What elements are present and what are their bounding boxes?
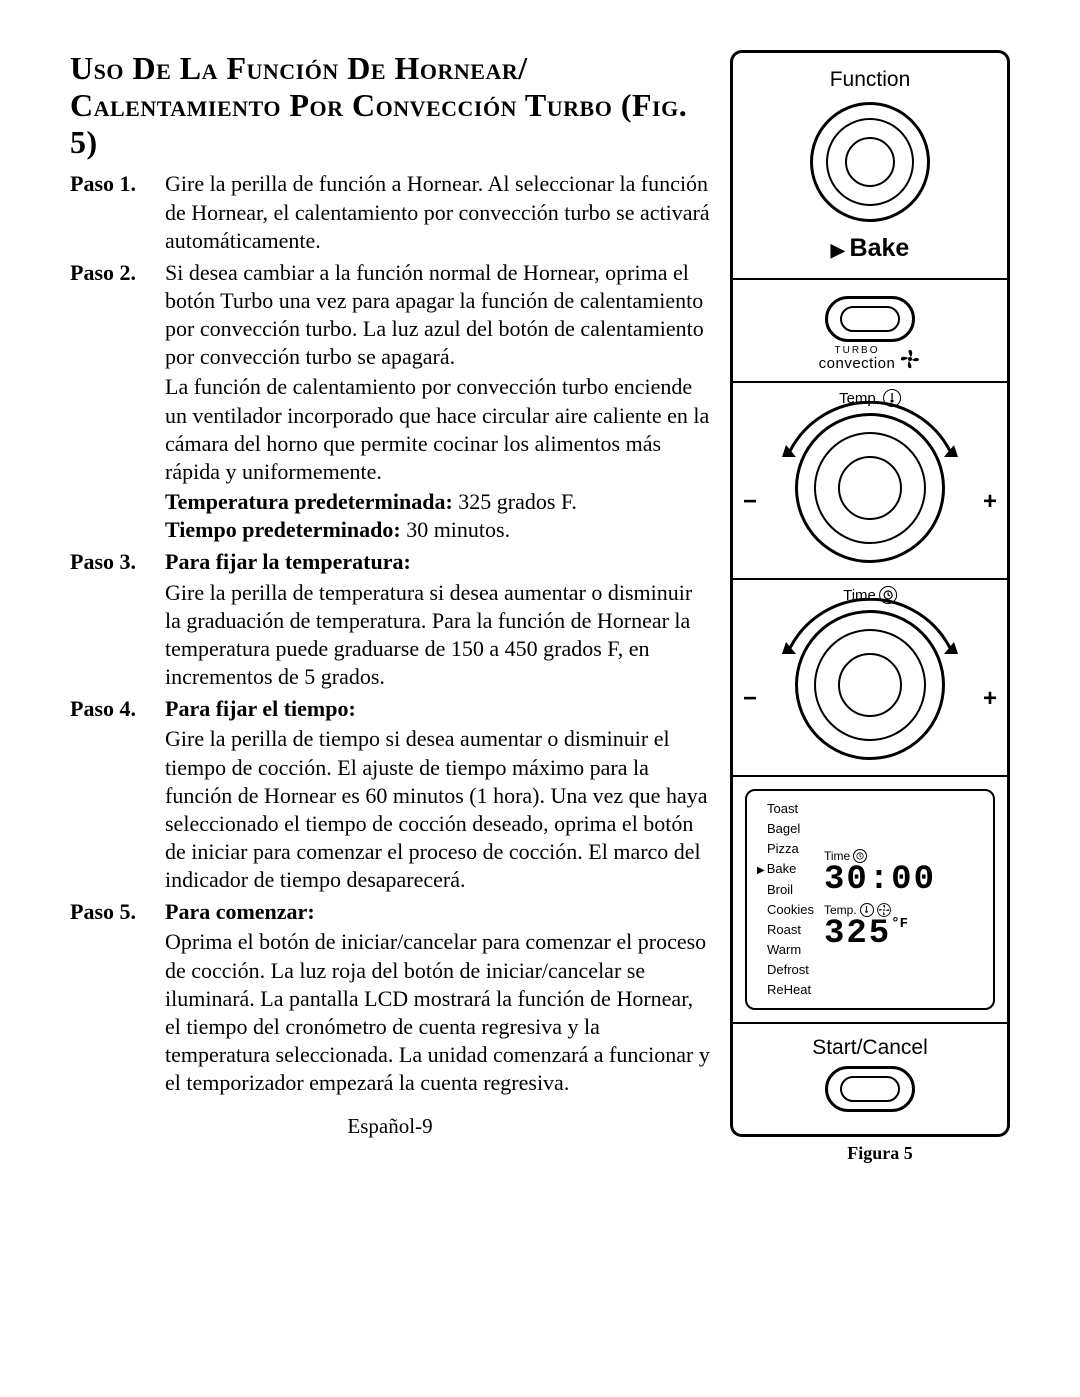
- lcd-menu-item: Toast: [757, 799, 814, 819]
- step-5-body: Oprima el botón de iniciar/cancelar para…: [165, 928, 710, 1097]
- time-knob[interactable]: [795, 610, 945, 760]
- lcd-display: ToastBagelPizzaBakeBroilCookiesRoastWarm…: [745, 789, 995, 1010]
- lcd-menu-item: Warm: [757, 940, 814, 960]
- lcd-menu-item: Pizza: [757, 839, 814, 859]
- step-3-body: Gire la perilla de temperatura si desea …: [165, 579, 710, 692]
- time-minus: −: [743, 685, 757, 713]
- fan-icon: [899, 348, 921, 370]
- temp-section: Temp. − +: [733, 383, 1007, 580]
- start-section: Start/Cancel: [733, 1024, 1007, 1134]
- lcd-time-value: 30:00: [824, 863, 983, 897]
- step-1-label: Paso 1.: [70, 170, 165, 256]
- step-5: Paso 5. Para comenzar: Oprima el botón d…: [70, 898, 710, 1099]
- turbo-button[interactable]: [825, 296, 915, 342]
- step-2: Paso 2. Si desea cambiar a la función no…: [70, 259, 710, 547]
- temp-dial-label: Temp.: [839, 389, 901, 407]
- step-4-body: Gire la perilla de tiempo si desea aumen…: [165, 725, 710, 894]
- start-cancel-button[interactable]: [825, 1066, 915, 1112]
- time-plus: +: [983, 685, 997, 713]
- default-time-label: Tiempo predeterminado:: [165, 517, 401, 542]
- step-1-body: Gire la perilla de función a Hornear. Al…: [165, 170, 710, 254]
- step-2-label: Paso 2.: [70, 259, 165, 547]
- title-line2: Calentamiento Por Convección Turbo (Fig.…: [70, 87, 687, 160]
- turbo-brand: TURBO convection: [743, 346, 997, 371]
- temp-knob[interactable]: [795, 413, 945, 563]
- lcd-menu-item: Broil: [757, 880, 814, 900]
- lcd-section: ToastBagelPizzaBakeBroilCookiesRoastWarm…: [733, 777, 1007, 1024]
- temp-plus: +: [983, 488, 997, 516]
- instructions-column: Uso De La Función De Hornear/ Calentamie…: [70, 50, 710, 1164]
- default-temp-value: 325 grados F.: [453, 489, 577, 514]
- function-label: Function: [743, 68, 997, 92]
- figure-caption: Figura 5: [730, 1143, 1030, 1164]
- start-cancel-label: Start/Cancel: [743, 1036, 997, 1060]
- function-knob[interactable]: [810, 102, 930, 222]
- step-5-heading: Para comenzar:: [165, 898, 710, 926]
- step-2-defaults: Temperatura predeterminada: 325 grados F…: [165, 488, 710, 544]
- lcd-menu-item: Cookies: [757, 900, 814, 920]
- lcd-temp-value: 325°F: [824, 917, 983, 951]
- function-section: Function Bake: [733, 53, 1007, 280]
- step-3-label: Paso 3.: [70, 548, 165, 693]
- step-4-heading: Para fijar el tiempo:: [165, 695, 710, 723]
- step-3: Paso 3. Para fijar la temperatura: Gire …: [70, 548, 710, 693]
- step-5-label: Paso 5.: [70, 898, 165, 1099]
- step-1: Paso 1. Gire la perilla de función a Hor…: [70, 170, 710, 256]
- lcd-menu-item: Roast: [757, 920, 814, 940]
- turbo-big-text: convection: [819, 355, 896, 372]
- thermometer-icon: [883, 389, 901, 407]
- clock-icon: [879, 586, 897, 604]
- lcd-menu-item: ReHeat: [757, 980, 814, 1000]
- step-4-label: Paso 4.: [70, 695, 165, 896]
- step-3-heading: Para fijar la temperatura:: [165, 548, 710, 576]
- default-temp-label: Temperatura predeterminada:: [165, 489, 453, 514]
- default-time-value: 30 minutos.: [401, 517, 510, 542]
- control-panel: Function Bake TURBO convection: [730, 50, 1010, 1137]
- title-line1: Uso De La Función De Hornear/: [70, 50, 528, 86]
- lcd-menu-item: Defrost: [757, 960, 814, 980]
- step-2-p2: La función de calentamiento por convecci…: [165, 373, 710, 486]
- lcd-menu-item: Bagel: [757, 819, 814, 839]
- lcd-menu: ToastBagelPizzaBakeBroilCookiesRoastWarm…: [757, 799, 814, 1000]
- lcd-menu-item: Bake: [757, 859, 814, 879]
- figure-column: Function Bake TURBO convection: [730, 50, 1030, 1164]
- temp-minus: −: [743, 488, 757, 516]
- step-4: Paso 4. Para fijar el tiempo: Gire la pe…: [70, 695, 710, 896]
- turbo-section: TURBO convection: [733, 280, 1007, 383]
- page-title: Uso De La Función De Hornear/ Calentamie…: [70, 50, 710, 160]
- time-dial-label: Time: [843, 586, 897, 604]
- page-footer: Español-9: [70, 1114, 710, 1139]
- step-2-p1: Si desea cambiar a la función normal de …: [165, 259, 710, 372]
- selected-function: Bake: [743, 234, 997, 263]
- time-section: Time − +: [733, 580, 1007, 777]
